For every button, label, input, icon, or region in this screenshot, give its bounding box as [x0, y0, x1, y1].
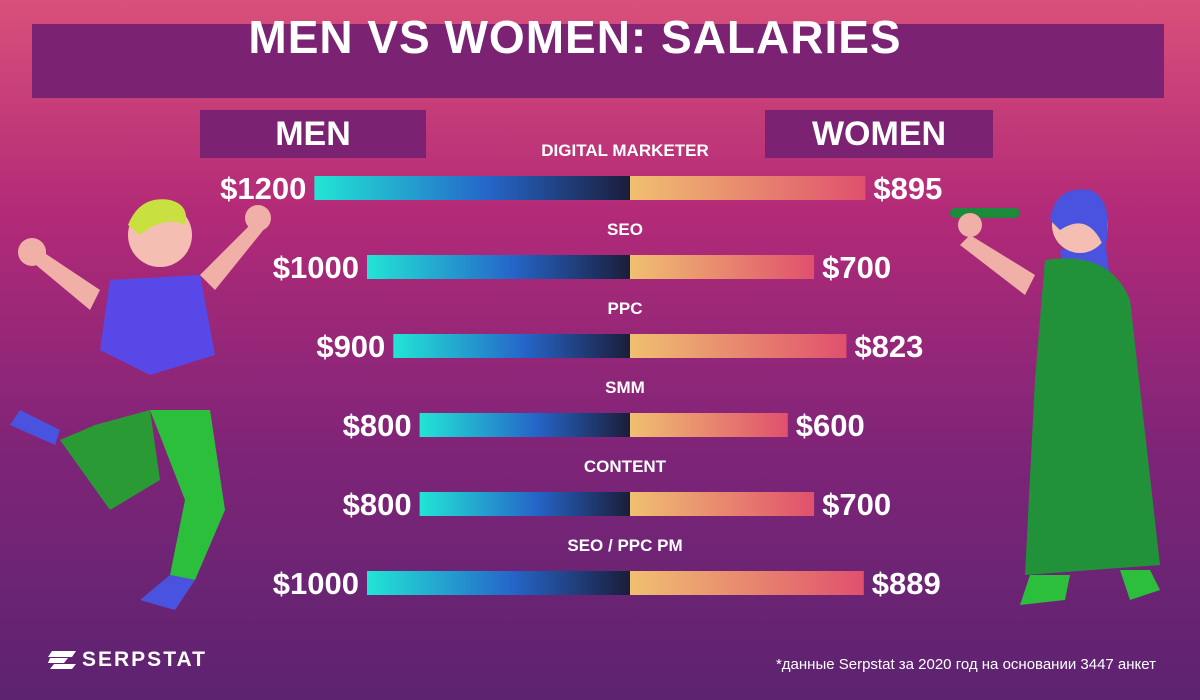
serpstat-logo-icon	[48, 651, 76, 669]
women-label: WOMEN	[765, 110, 993, 158]
men-value-label: $1000	[273, 566, 359, 601]
men-value-label: $1000	[273, 250, 359, 285]
brand-logo: SERPSTAT	[48, 648, 207, 672]
women-value-label: $895	[873, 171, 942, 206]
woman-illustration	[950, 189, 1160, 605]
men-bar	[419, 413, 630, 437]
women-bar	[630, 571, 864, 595]
man-illustration	[10, 199, 271, 610]
women-bar	[630, 413, 788, 437]
women-value-label: $889	[872, 566, 941, 601]
chart-title: MEN VS WOMEN: SALARIES	[248, 11, 902, 63]
brand-name: SERPSTAT	[82, 648, 207, 671]
men-bar	[367, 571, 630, 595]
women-value-label: $700	[822, 250, 891, 285]
men-label: MEN	[200, 110, 426, 158]
women-bar	[630, 176, 866, 200]
category-label: CONTENT	[584, 457, 667, 476]
women-value-label: $600	[796, 408, 865, 443]
category-label: SEO	[607, 220, 643, 239]
footnote: *данные Serpstat за 2020 год на основани…	[775, 656, 1156, 673]
category-label: DIGITAL MARKETER	[541, 141, 708, 160]
men-value-label: $800	[343, 408, 412, 443]
women-value-label: $823	[854, 329, 923, 364]
category-label: SMM	[605, 378, 645, 397]
women-bar	[630, 334, 847, 358]
title-banner	[32, 24, 1164, 98]
men-bar	[314, 176, 630, 200]
women-value-label: $700	[822, 487, 891, 522]
men-value-label: $800	[343, 487, 412, 522]
women-bar	[630, 492, 815, 516]
men-bar	[367, 255, 630, 279]
category-label: SEO / PPC PM	[567, 536, 682, 555]
men-value-label: $900	[316, 329, 385, 364]
men-bar	[419, 492, 630, 516]
men-bar	[393, 334, 630, 358]
women-bar	[630, 255, 815, 279]
men-value-label: $1200	[220, 171, 306, 206]
category-label: PPC	[608, 299, 643, 318]
